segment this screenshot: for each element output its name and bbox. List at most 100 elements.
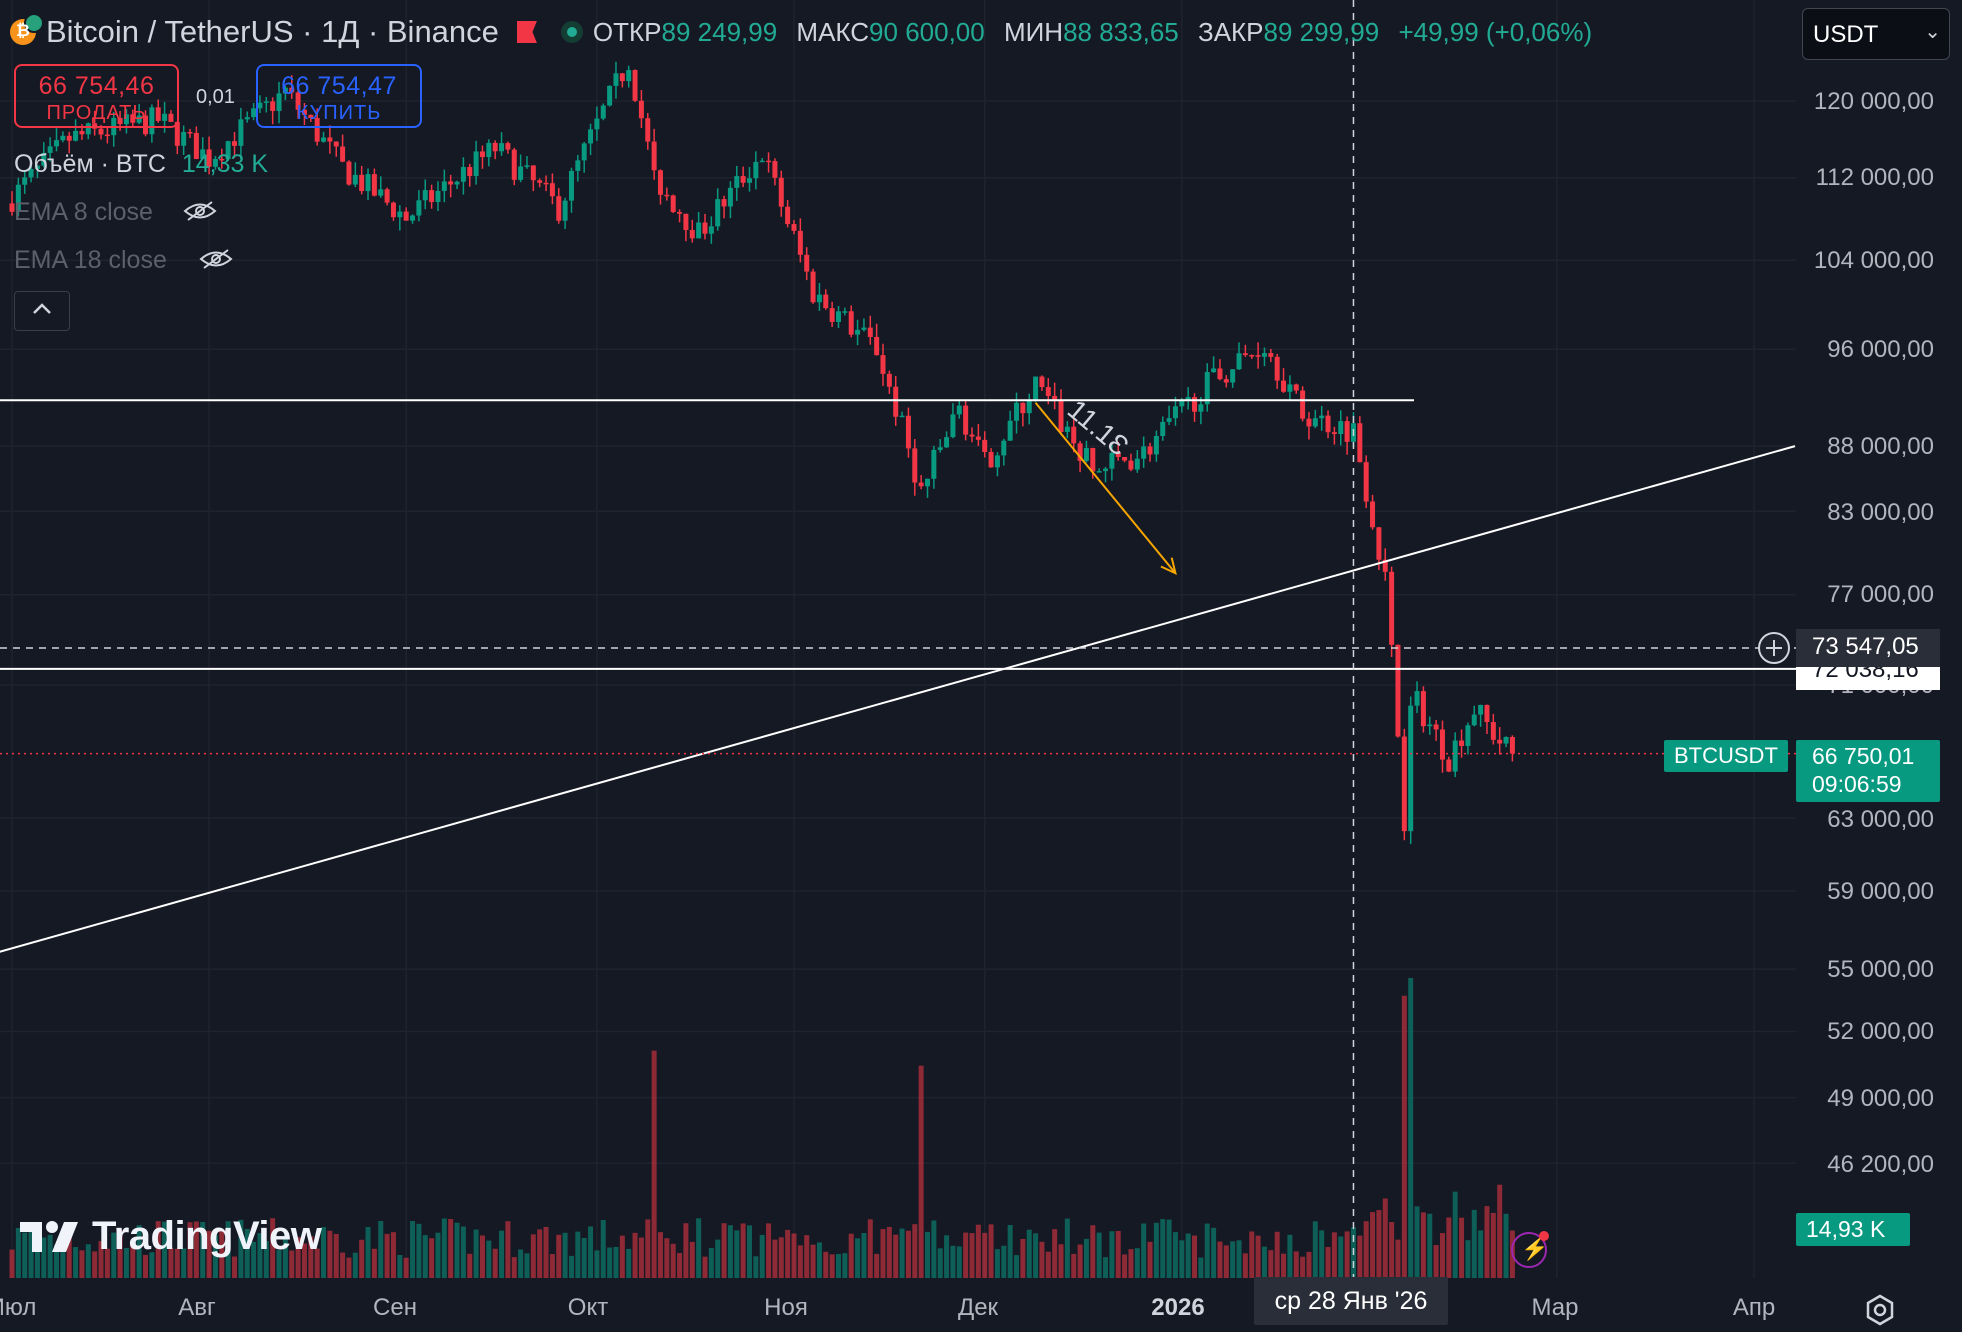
volume-bar [1236, 1240, 1242, 1278]
currency-select[interactable]: USDT ⌄ [1802, 8, 1950, 60]
volume-bar [193, 1221, 199, 1278]
candle-body [54, 140, 60, 147]
arrow-line [1034, 402, 1177, 574]
volume-bar [9, 1249, 15, 1278]
candle-body [874, 336, 880, 356]
candle-body [441, 181, 447, 191]
volume-bar [524, 1253, 530, 1278]
candle-body [251, 108, 257, 118]
candle-body [276, 93, 282, 111]
candle-body [397, 211, 403, 218]
volume-bar [1147, 1241, 1153, 1278]
candle-body [702, 222, 708, 234]
candle-body [791, 224, 797, 231]
x-tick-label: Сен [373, 1294, 417, 1321]
volume-bar [677, 1252, 683, 1278]
candle-body [1122, 456, 1128, 461]
candle-body [1490, 722, 1496, 740]
volume-bar [410, 1221, 416, 1278]
settings-gear-icon[interactable] [1863, 1293, 1897, 1327]
candle-body [168, 113, 174, 122]
volume-bar [1471, 1209, 1477, 1278]
ema8-legend[interactable]: EMA 8 close [14, 198, 153, 226]
candles [9, 61, 1515, 845]
volume-bar [244, 1228, 250, 1278]
hidden-eye-icon[interactable] [183, 200, 217, 222]
volume-bar [251, 1241, 257, 1278]
buy-button[interactable]: 66 754,47 КУПИТЬ [256, 64, 422, 128]
volume-bar [842, 1253, 848, 1278]
volume-bar [212, 1235, 218, 1278]
volume-bar [308, 1236, 314, 1278]
y-tick-label: 83 000,00 [1827, 499, 1934, 526]
candle-body [785, 206, 791, 225]
volume-bar [301, 1243, 307, 1278]
volume-bar [1293, 1251, 1299, 1278]
candle-body [1198, 404, 1204, 412]
symbol-title[interactable]: Bitcoin / TetherUS · 1Д · Binance [46, 14, 499, 49]
candle-body [893, 386, 899, 417]
volume-bar [314, 1248, 320, 1278]
candle-body [1109, 453, 1115, 469]
candle-body [1141, 446, 1147, 459]
volume-bar [823, 1251, 829, 1278]
candle-body [1503, 736, 1509, 744]
volume-bar [626, 1248, 632, 1278]
collapse-legend-button[interactable] [14, 291, 70, 331]
volume-bar [505, 1221, 511, 1278]
candle-body [206, 149, 212, 167]
candle-body [1045, 387, 1051, 396]
candle-body [1300, 390, 1306, 419]
candle-body [511, 149, 517, 180]
grid-lines [0, 0, 1796, 1278]
candle-body [1281, 380, 1287, 392]
ema18-legend[interactable]: EMA 18 close [14, 246, 167, 274]
volume-bar [359, 1239, 365, 1278]
volume-bar [41, 1237, 47, 1278]
candle-body [1325, 415, 1331, 433]
volume-bar [1128, 1249, 1134, 1278]
volume-legend[interactable]: Объём · BTC 14,33 K [14, 150, 269, 178]
candle-body [537, 180, 543, 183]
spread-value: 0,01 [196, 86, 235, 108]
add-alert-plus-icon[interactable] [1758, 632, 1790, 664]
volume-bar [1312, 1221, 1318, 1278]
volume-bar [422, 1235, 428, 1278]
volume-bar [1014, 1255, 1020, 1278]
volume-bar [1363, 1221, 1369, 1278]
candle-body [416, 200, 422, 216]
candle-body [950, 414, 956, 438]
candle-body [1446, 759, 1452, 772]
candle-body [1408, 705, 1414, 832]
volume-bar [276, 1250, 282, 1278]
flag-icon[interactable] [516, 21, 537, 43]
candle-body [282, 87, 288, 94]
candle-body [1236, 353, 1242, 370]
candle-body [1312, 418, 1318, 427]
candle-body [340, 146, 346, 162]
candle-body [41, 152, 47, 166]
lightning-icon[interactable]: ⚡ [1511, 1231, 1549, 1268]
candle-body [1103, 468, 1109, 472]
candle-body [1128, 460, 1134, 470]
volume-bar [867, 1219, 873, 1278]
candle-body [645, 118, 651, 142]
candle-body [683, 213, 689, 231]
candle-body [1459, 740, 1465, 746]
volume-bar [340, 1252, 346, 1278]
candle-body [1306, 418, 1312, 427]
candle-body [200, 149, 206, 160]
candle-body [123, 114, 129, 125]
candle-body [1058, 400, 1064, 432]
tradingview-logo[interactable]: TradingView [20, 1214, 322, 1259]
hidden-eye-icon[interactable] [199, 248, 233, 270]
candle-body [492, 142, 498, 152]
sell-button[interactable]: 66 754,46 ПРОДАТЬ [14, 64, 179, 128]
bitcoin-coin-icon [10, 13, 44, 45]
volume-bar [708, 1248, 714, 1278]
candle-body [403, 211, 409, 221]
volume-bar [899, 1228, 905, 1278]
candle-body [772, 161, 778, 178]
candle-body [263, 101, 269, 103]
